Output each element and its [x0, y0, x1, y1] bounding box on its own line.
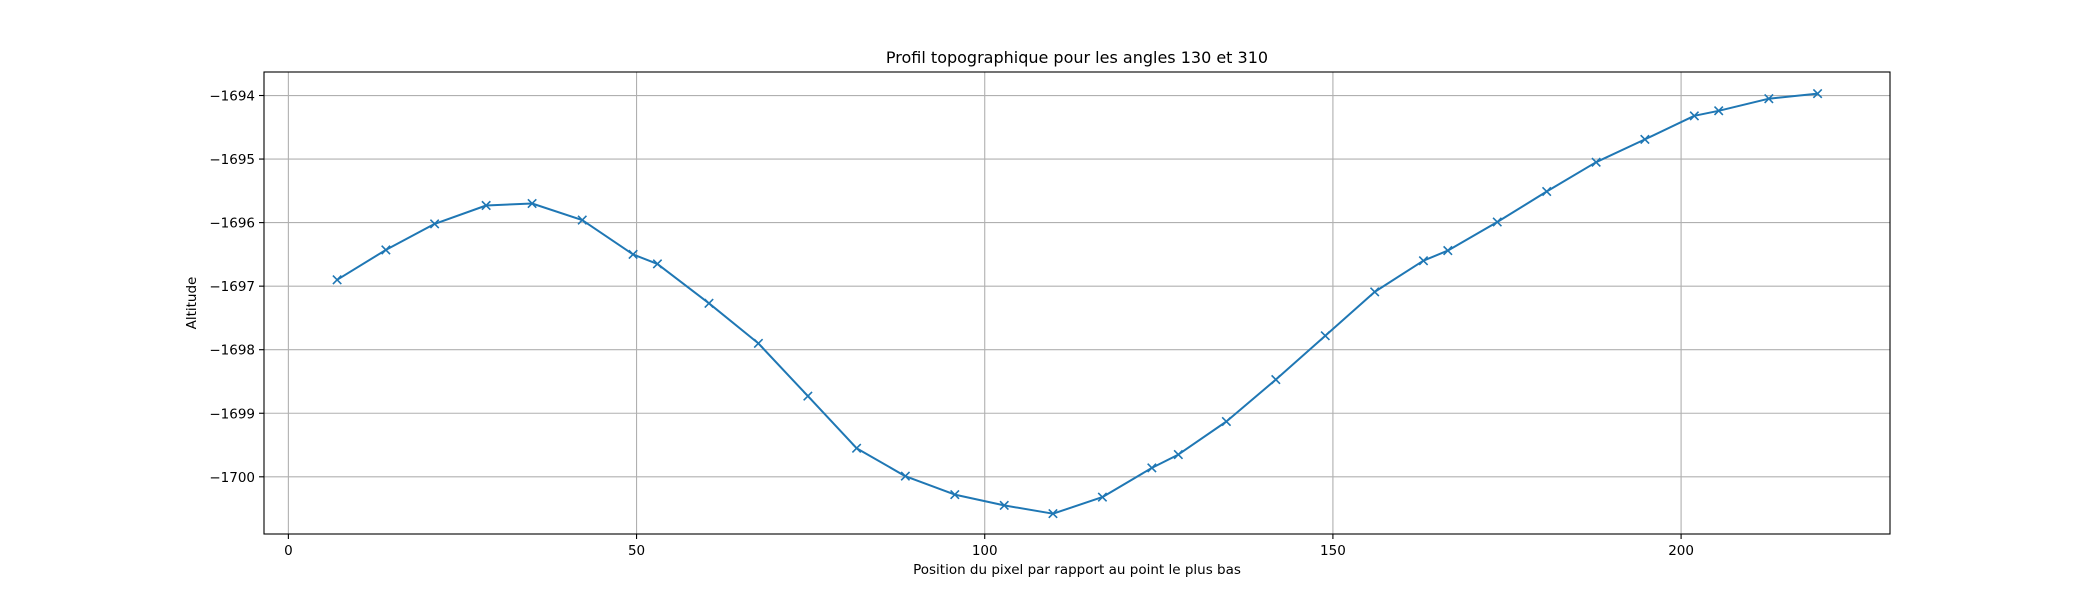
y-tick-label: −1699: [209, 406, 255, 422]
data-point-marker: [381, 245, 391, 255]
series-line: [332, 88, 1823, 519]
data-point-marker: [704, 298, 714, 309]
data-point-marker: [950, 489, 960, 500]
y-tick-label: −1695: [209, 152, 255, 168]
data-point-marker: [332, 275, 342, 285]
x-tick-label: 0: [284, 543, 293, 559]
data-point-marker: [1591, 157, 1601, 168]
data-point-marker: [851, 443, 862, 453]
data-point-marker: [1369, 287, 1380, 297]
data-point-marker: [999, 500, 1009, 511]
y-tick-label: −1696: [209, 216, 255, 232]
y-tick-label: −1700: [209, 470, 255, 486]
y-tick-label: −1694: [209, 89, 255, 105]
data-point-marker: [753, 338, 764, 349]
data-point-marker: [527, 198, 537, 209]
x-tick-label: 150: [1320, 543, 1346, 559]
data-point-marker: [652, 259, 663, 269]
data-point-marker: [1271, 374, 1281, 385]
data-point-marker: [803, 391, 813, 401]
data-point-marker: [628, 249, 638, 260]
data-point-marker: [1764, 93, 1774, 104]
data-point-marker: [1048, 508, 1058, 519]
y-axis-label: Altitude: [184, 277, 200, 330]
data-point-marker: [900, 471, 911, 481]
data-point-marker: [1173, 449, 1184, 460]
data-point-marker: [1097, 492, 1108, 502]
x-tick-label: 50: [628, 543, 645, 559]
data-point-marker: [481, 200, 491, 211]
data-point-marker: [1147, 463, 1157, 473]
data-point-marker: [1320, 330, 1331, 341]
y-tick-label: −1698: [209, 343, 255, 359]
grid: [264, 72, 1890, 534]
data-point-marker: [1221, 416, 1232, 427]
data-point-marker: [1541, 186, 1552, 197]
data-point-marker: [1492, 217, 1503, 227]
data-point-marker: [1443, 245, 1453, 256]
data-point-marker: [429, 219, 440, 229]
data-point-marker: [1418, 255, 1429, 266]
data-point-marker: [577, 215, 588, 225]
chart-title: Profil topographique pour les angles 130…: [886, 48, 1268, 67]
y-tick-label: −1697: [209, 279, 255, 295]
plot-frame: [263, 71, 1891, 535]
data-point-marker: [1689, 111, 1700, 121]
axis-ticks: 0 50 100 150 200 −1694 −1695 −1696 −1697 −1698 −16…: [209, 89, 1694, 559]
data-point-marker: [1640, 134, 1650, 145]
x-tick-label: 100: [972, 543, 998, 559]
x-axis-label: Position du pixel par rapport au point l…: [913, 562, 1241, 578]
x-tick-label: 200: [1668, 543, 1694, 559]
data-point-marker: [1713, 105, 1724, 116]
data-point-marker: [1812, 88, 1823, 99]
